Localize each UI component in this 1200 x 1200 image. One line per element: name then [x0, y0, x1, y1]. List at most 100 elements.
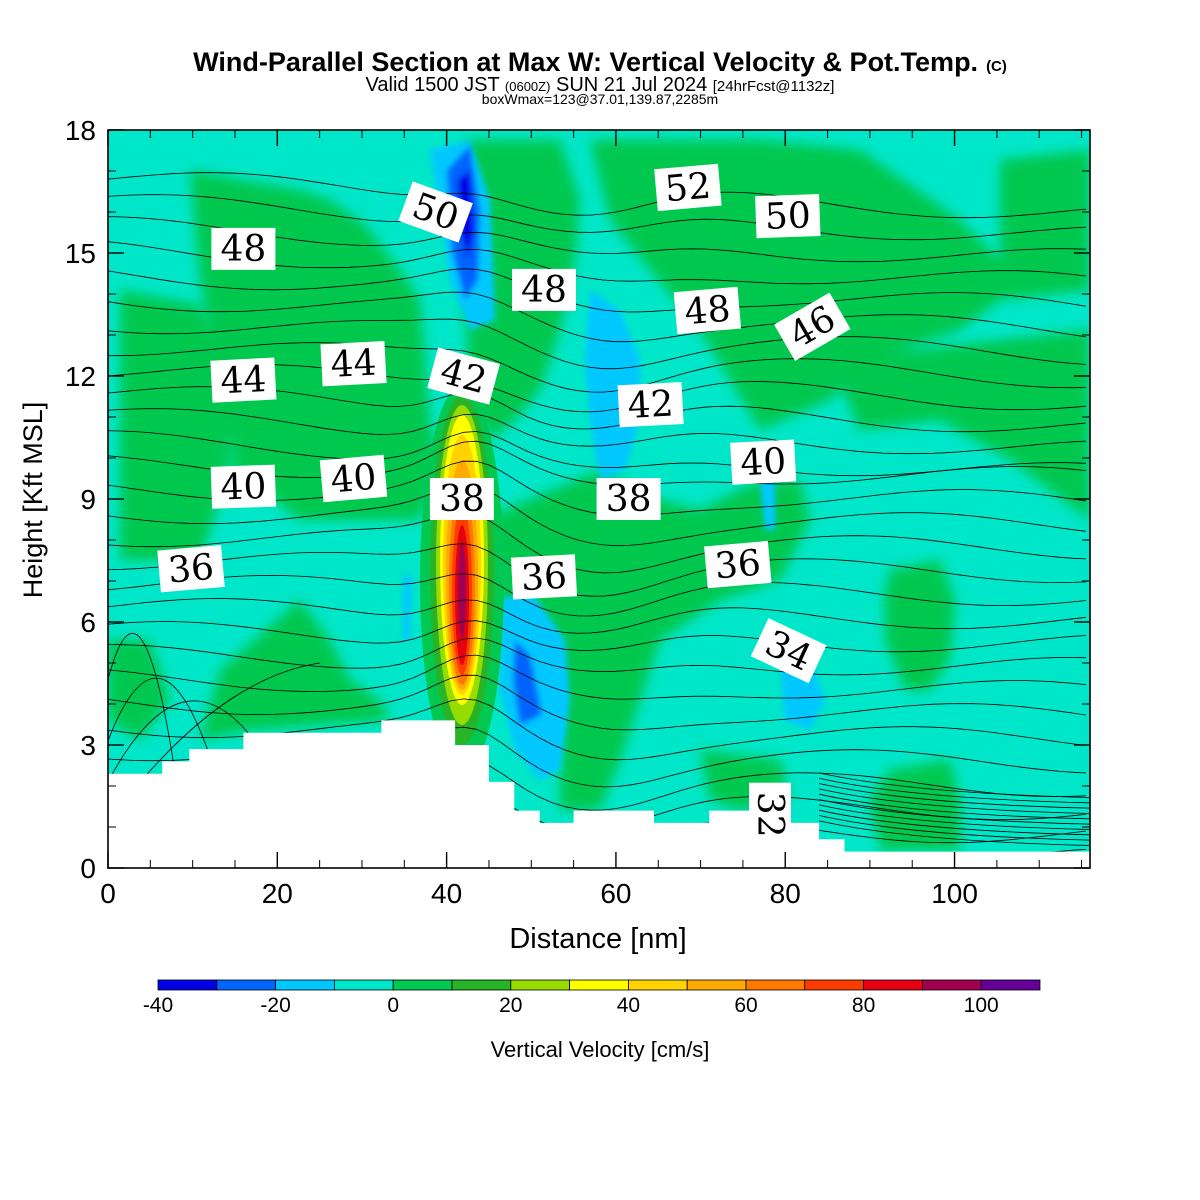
theta-label: 42 [427, 347, 500, 405]
x-tick-label: 80 [770, 878, 801, 909]
colorbar-tick-label: 100 [964, 994, 999, 1017]
y-tick-label: 9 [80, 484, 96, 515]
theta-label-text: 36 [520, 556, 568, 599]
chart-subtitle-box: boxWmax=123@37.01,139.87,2285m [482, 91, 718, 107]
isentrope-line [108, 342, 1086, 393]
isentrope-line [819, 793, 1090, 820]
x-tick-label: 100 [931, 878, 978, 909]
x-tick-label: 40 [431, 878, 462, 909]
theta-label: 38 [596, 478, 661, 520]
theta-label: 42 [617, 382, 684, 428]
isentrope-line [819, 799, 1090, 825]
isentrope-line [108, 620, 1086, 653]
theta-label-text: 40 [739, 441, 787, 484]
colorbar-swatch [922, 979, 982, 991]
theta-label-text: 48 [521, 270, 567, 311]
theta-label-text: 48 [220, 229, 266, 270]
chart-title: Wind-Parallel Section at Max W: Vertical… [193, 47, 1007, 77]
theta-label: 50 [755, 193, 821, 239]
colorbar-swatch [157, 979, 218, 991]
isentrope-line [108, 291, 1086, 343]
x-axis-label: Distance [nm] [509, 923, 686, 955]
isentrope-line [108, 512, 1086, 574]
theta-label: 48 [512, 268, 576, 311]
colorbar-swatch [216, 979, 277, 991]
isentrope-line [819, 788, 1090, 814]
theta-label-text: 40 [329, 457, 378, 502]
theta-label-text: 36 [713, 543, 762, 588]
isentrope-line [108, 674, 1086, 731]
theta-label: 36 [704, 540, 772, 589]
theta-label: 32 [749, 782, 791, 847]
updraft-core [420, 385, 504, 775]
theta-label: 44 [320, 341, 387, 387]
colorbar-tick-label: 0 [387, 994, 399, 1017]
isentrope-line [108, 484, 1086, 547]
theta-label-text: 40 [220, 466, 267, 509]
isentrope-line [108, 430, 1086, 477]
theta-label-text: 44 [330, 343, 378, 386]
colorbar-swatch [745, 979, 806, 991]
isentrope-line [819, 804, 1090, 830]
y-tick-label: 0 [80, 853, 96, 884]
x-tick-label: 20 [262, 878, 293, 909]
colorbar-swatch [392, 979, 453, 991]
colorbar: -40 -20 0 20 40 60 80 100 [143, 979, 1041, 1017]
y-tick-label: 18 [65, 115, 96, 146]
theta-label-text: 38 [439, 479, 485, 520]
colorbar-label: Vertical Velocity [cm/s] [491, 1037, 710, 1062]
isentrope-line [108, 172, 1086, 219]
theta-label: 40 [210, 464, 277, 509]
isentrope-line [108, 654, 1086, 700]
colorbar-swatch [863, 979, 923, 991]
y-tick-label: 12 [65, 361, 96, 392]
colorbar-tick-label: -20 [260, 994, 290, 1017]
theta-label: 48 [211, 227, 276, 270]
theta-label-text: 32 [749, 792, 790, 838]
y-tick-label: 6 [80, 607, 96, 638]
isentrope-line [108, 408, 1086, 455]
colorbar-swatch [451, 979, 512, 991]
theta-label-text: 38 [606, 479, 652, 520]
chart-subtitle: Valid 1500 JST (0600Z) SUN 21 Jul 2024 [… [366, 74, 835, 96]
theta-label: 48 [673, 286, 742, 335]
terrain-mask [108, 720, 1090, 868]
theta-label: 44 [210, 357, 277, 403]
y-axis-label: Height [Kft MSL] [18, 402, 48, 599]
x-tick-label: 0 [100, 878, 116, 909]
isentrope-line [108, 700, 261, 783]
colorbar-tick-label: 80 [852, 994, 875, 1017]
theta-label-text: 36 [166, 547, 215, 592]
theta-label: 38 [429, 478, 494, 520]
isentrope-line [819, 772, 1090, 798]
colorbar-swatch [804, 979, 864, 991]
theta-label: 40 [730, 439, 797, 485]
theta-label-text: 42 [627, 384, 675, 427]
isentrope-line [108, 543, 1086, 597]
colorbar-swatch [686, 979, 747, 991]
theta-label: 40 [319, 454, 388, 503]
theta-label-text: 50 [764, 195, 811, 238]
isentrope-line [819, 777, 1090, 804]
colorbar-swatch [275, 979, 335, 991]
theta-label-text: 52 [663, 165, 712, 210]
isentrope-line [108, 318, 1086, 370]
colorbar-tick-label: -40 [143, 994, 173, 1017]
colorbar-swatch [333, 979, 394, 991]
isentrope-line [819, 783, 1090, 809]
isentrope-line [108, 194, 1086, 241]
colorbar-swatch [569, 979, 629, 991]
isentrope-line [819, 815, 1090, 841]
x-tick-label: 60 [600, 878, 631, 909]
isentrope-line [108, 268, 1086, 313]
colorbar-swatch [510, 979, 570, 991]
colorbar-swatch [980, 979, 1041, 991]
y-tick-label: 3 [80, 730, 96, 761]
colorbar-swatch [628, 979, 688, 991]
theta-label: 34 [750, 618, 827, 684]
theta-label: 36 [157, 544, 225, 593]
